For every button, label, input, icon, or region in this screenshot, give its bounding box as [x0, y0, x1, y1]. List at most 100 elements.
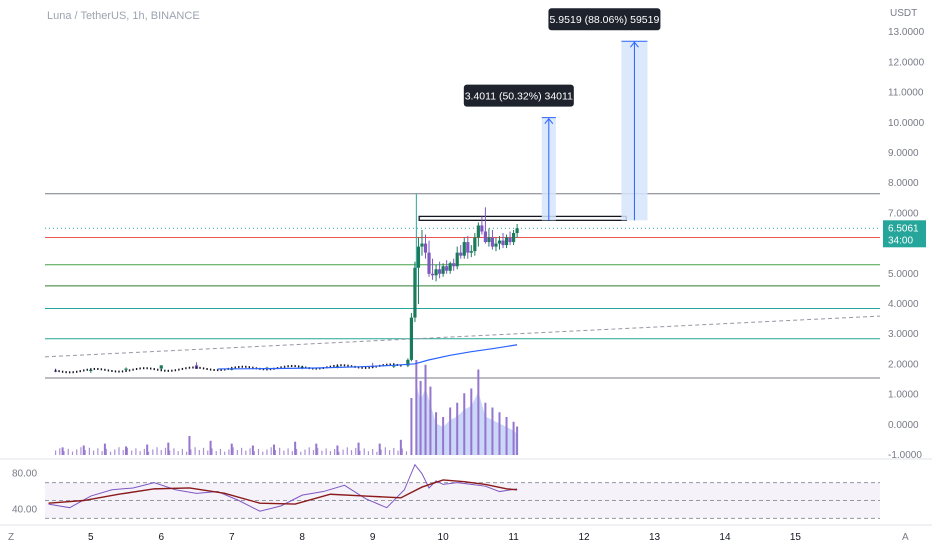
volume-bar[interactable] — [410, 398, 413, 455]
candle[interactable] — [409, 313, 414, 362]
candle-mini — [213, 368, 215, 371]
candle[interactable] — [501, 233, 505, 249]
volume-bar[interactable] — [230, 443, 233, 455]
candle[interactable] — [487, 228, 491, 247]
candle[interactable] — [508, 231, 512, 246]
candle-mini — [93, 367, 96, 370]
candle[interactable] — [511, 229, 516, 246]
volume-bar[interactable] — [167, 442, 170, 455]
candle[interactable] — [483, 207, 488, 244]
candle[interactable] — [420, 229, 424, 256]
candle-mini — [100, 368, 103, 371]
volume-bar[interactable] — [456, 402, 459, 455]
volume-bar[interactable] — [470, 388, 473, 456]
candle[interactable] — [462, 237, 466, 259]
candle[interactable] — [455, 246, 459, 270]
resistance-box[interactable] — [418, 215, 627, 221]
timezone-icon[interactable]: Z — [8, 532, 14, 543]
volume-bar[interactable] — [209, 440, 212, 455]
auto-scale-icon[interactable]: A — [902, 532, 909, 543]
volume-bar[interactable] — [498, 412, 501, 455]
candle[interactable] — [416, 237, 421, 304]
volume-bar[interactable] — [415, 360, 418, 455]
candle[interactable] — [423, 234, 428, 259]
candle-mini — [361, 366, 363, 369]
measure-label-box — [463, 84, 574, 107]
candle-body — [124, 368, 128, 370]
trendline[interactable] — [44, 315, 881, 358]
volume-bar[interactable] — [491, 407, 494, 456]
candle-body — [445, 266, 449, 271]
candle[interactable] — [445, 260, 449, 274]
volume-bar — [300, 451, 302, 455]
candle[interactable] — [476, 222, 480, 247]
volume-bar[interactable] — [512, 421, 515, 455]
candle-mini — [139, 367, 141, 370]
candle[interactable] — [494, 237, 498, 252]
volume-bar — [139, 451, 141, 455]
volume-bar[interactable] — [424, 364, 427, 455]
volume-bar[interactable] — [516, 426, 519, 456]
volume-bar[interactable] — [82, 445, 85, 456]
volume-bar[interactable] — [378, 443, 381, 455]
candle[interactable] — [459, 245, 463, 259]
candle[interactable] — [466, 236, 470, 259]
candle[interactable] — [448, 261, 452, 274]
volume-bar[interactable] — [429, 386, 432, 455]
candle[interactable] — [490, 229, 495, 250]
candle[interactable] — [504, 234, 509, 249]
volume-bar[interactable] — [435, 412, 438, 455]
candle[interactable] — [406, 358, 410, 368]
volume-bar[interactable] — [188, 436, 191, 455]
volume-bar[interactable] — [419, 380, 422, 455]
volume-bar[interactable] — [477, 369, 480, 456]
volume-bar — [367, 451, 370, 455]
volume-bar — [147, 451, 150, 455]
moving-average-line[interactable] — [217, 344, 518, 370]
volume-bar — [384, 447, 386, 455]
volume-bar[interactable] — [125, 446, 128, 455]
volume-bar[interactable] — [442, 417, 445, 455]
volume-bar[interactable] — [336, 445, 339, 456]
rsi-line[interactable] — [48, 463, 518, 512]
candle[interactable] — [430, 258, 435, 280]
volume-bar[interactable] — [463, 393, 466, 455]
candle[interactable] — [413, 261, 417, 323]
volume-bar[interactable] — [103, 443, 106, 455]
candle-mini — [343, 364, 346, 367]
volume-bar[interactable] — [273, 444, 276, 455]
volume-bar — [350, 450, 353, 455]
candle-body — [430, 273, 435, 276]
volume-bar[interactable] — [484, 402, 487, 455]
volume-bar[interactable] — [449, 407, 452, 456]
candle[interactable] — [434, 264, 438, 282]
volume-bar[interactable] — [399, 439, 402, 455]
volume-bar[interactable] — [294, 441, 297, 455]
candle-mini — [393, 363, 395, 366]
volume-bar — [317, 447, 319, 455]
candle[interactable] — [437, 261, 442, 279]
rsi-ma-line[interactable] — [48, 479, 518, 505]
volume-bar[interactable] — [146, 444, 149, 455]
candle[interactable] — [427, 240, 431, 277]
volume-bar[interactable] — [61, 447, 64, 455]
candle[interactable] — [515, 223, 519, 238]
last-price-badge[interactable] — [883, 220, 926, 248]
y-tick-label: 4.0000 — [888, 299, 919, 310]
candle[interactable] — [473, 233, 477, 256]
candle[interactable] — [452, 258, 456, 271]
volume-bar[interactable] — [505, 417, 508, 455]
volume-bar — [122, 449, 124, 455]
volume-bar[interactable] — [315, 443, 318, 455]
volume-bar[interactable] — [357, 442, 360, 455]
candle[interactable] — [441, 263, 445, 277]
volume-bar[interactable] — [251, 445, 254, 456]
candle-mini — [118, 370, 120, 373]
candle[interactable] — [480, 216, 484, 235]
candle-mini — [174, 369, 177, 372]
candle[interactable] — [469, 245, 473, 258]
candle-mini — [347, 364, 349, 367]
candle-mini — [202, 367, 205, 370]
candle[interactable] — [497, 236, 502, 250]
